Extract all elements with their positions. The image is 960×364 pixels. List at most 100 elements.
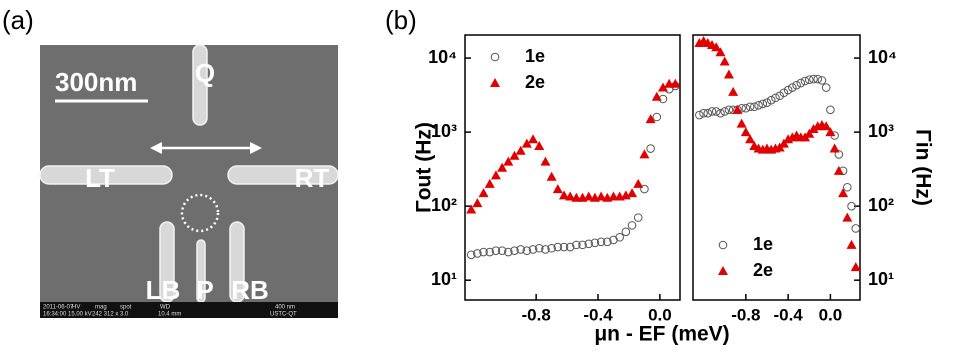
- x-tick-label: -0.8: [731, 305, 760, 324]
- gate-lt: [39, 165, 173, 185]
- data-point: [745, 102, 755, 112]
- y-axis-label: Γin (Hz): [911, 129, 934, 206]
- info-text: 10.4 mm: [158, 312, 181, 318]
- y-tick-label: 10³: [868, 121, 894, 141]
- gate-label: Q: [195, 58, 215, 88]
- data-point: [775, 91, 784, 101]
- panel-label: (b): [385, 5, 417, 35]
- y-tick-label: 10²: [868, 195, 894, 215]
- data-point: [732, 104, 743, 114]
- data-point: [720, 107, 730, 116]
- data-point: [627, 221, 637, 230]
- data-point: [833, 165, 844, 175]
- sem-image: 300nm Q LT RT LB P RB 2011-06-0716:34:00…: [39, 44, 339, 318]
- info-text: HV: [72, 305, 80, 311]
- info-text: 2011-06-07: [43, 305, 74, 311]
- data-point: [821, 83, 831, 92]
- gate-label: RT: [295, 163, 330, 193]
- data-point: [490, 170, 501, 180]
- data-point: [559, 242, 569, 252]
- data-point: [534, 243, 544, 253]
- data-point: [711, 42, 722, 52]
- data-point: [792, 80, 801, 90]
- data-point: [497, 246, 507, 256]
- dot-circle: [180, 193, 220, 233]
- data-point: [817, 76, 827, 85]
- data-point: [633, 178, 644, 188]
- info-text: spot: [120, 305, 132, 311]
- gate-rt: [227, 165, 339, 185]
- data-point: [783, 85, 793, 95]
- data-point: [466, 204, 477, 214]
- data-point: [639, 149, 650, 159]
- arrow-head: [150, 142, 162, 154]
- data-point: [509, 150, 520, 160]
- data-point: [528, 245, 538, 254]
- data-point: [834, 150, 844, 159]
- legend-label: 1e: [525, 46, 545, 66]
- y-axis-label: Γout (Hz): [413, 122, 436, 213]
- legend-marker: [718, 266, 728, 275]
- scale-bar-label: 300nm: [55, 67, 137, 97]
- data-point: [741, 103, 751, 113]
- data-point: [640, 184, 649, 194]
- data-point: [633, 213, 643, 222]
- data-point: [796, 78, 806, 88]
- data-point: [473, 249, 482, 258]
- data-point: [699, 108, 708, 118]
- info-text: WD: [160, 305, 171, 311]
- data-point: [621, 227, 631, 237]
- data-point: [466, 250, 476, 260]
- data-point: [528, 134, 539, 144]
- data-point: [565, 191, 576, 201]
- data-point: [850, 262, 861, 272]
- info-text: 400 nm: [275, 305, 295, 311]
- data-point: [728, 86, 739, 96]
- data-point: [758, 99, 768, 109]
- data-point: [504, 247, 513, 257]
- data-point: [723, 69, 734, 79]
- data-point: [645, 114, 656, 124]
- data-point: [583, 191, 594, 201]
- data-point: [745, 134, 756, 144]
- data-point: [703, 108, 713, 118]
- data-point: [766, 95, 776, 105]
- data-point: [596, 191, 607, 201]
- data-point: [821, 121, 832, 131]
- data-point: [478, 188, 489, 198]
- data-point: [491, 246, 501, 256]
- info-bar: [40, 302, 338, 318]
- data-point: [724, 105, 734, 115]
- data-point: [851, 224, 861, 233]
- data-point: [615, 232, 624, 242]
- data-point: [485, 247, 495, 257]
- data-point: [740, 127, 751, 137]
- legend-label: 2e: [753, 260, 773, 280]
- data-point: [670, 78, 681, 88]
- data-point: [541, 245, 550, 254]
- data-point: [707, 107, 717, 116]
- data-point: [779, 88, 789, 98]
- info-text: 15.00 kV: [68, 312, 92, 318]
- gate-label: RB: [231, 275, 269, 305]
- data-point: [603, 237, 612, 247]
- y-tick-label: 10⁴: [868, 47, 897, 67]
- x-tick-label: 0.0: [819, 305, 843, 324]
- data-point: [572, 240, 581, 250]
- data-point: [804, 75, 814, 85]
- data-point: [719, 56, 730, 66]
- data-point: [813, 74, 823, 84]
- data-point: [646, 144, 655, 153]
- data-point: [809, 74, 818, 84]
- data-point: [695, 110, 704, 120]
- data-point: [826, 105, 835, 115]
- data-point: [472, 198, 483, 208]
- plot-frame: [692, 34, 861, 301]
- data-point: [754, 101, 763, 110]
- data-point: [578, 240, 587, 250]
- gate-q: [192, 44, 208, 126]
- data-point: [552, 184, 563, 194]
- gate-label: LB: [146, 275, 181, 305]
